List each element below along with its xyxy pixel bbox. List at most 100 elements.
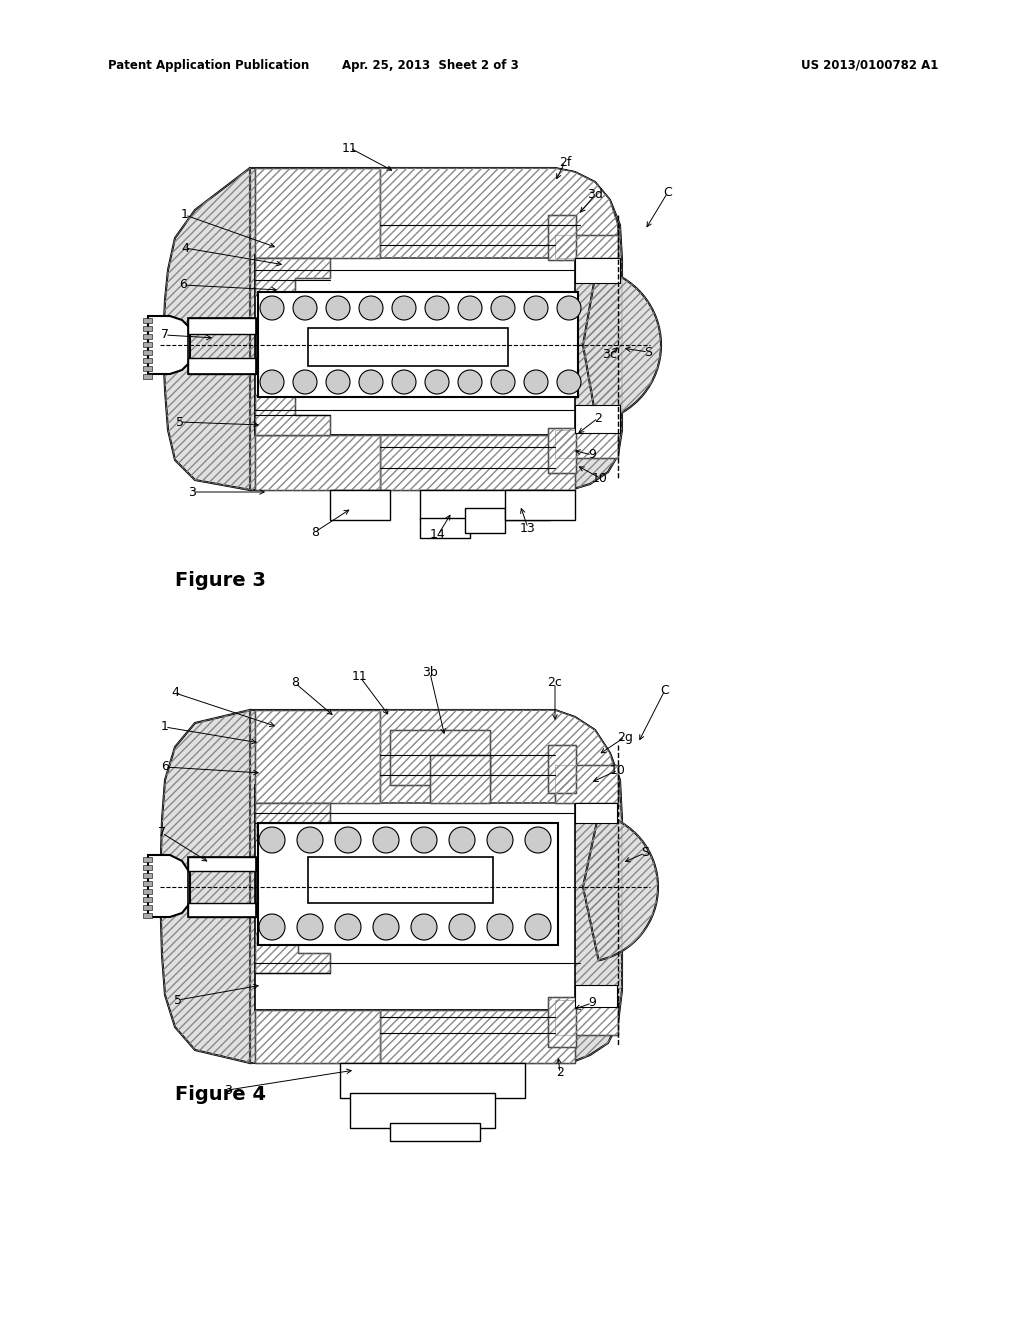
Polygon shape: [250, 168, 622, 490]
Bar: [143, 350, 152, 355]
Polygon shape: [555, 1001, 618, 1035]
Bar: [188, 857, 256, 917]
Polygon shape: [255, 257, 330, 294]
Bar: [188, 318, 256, 334]
Text: C: C: [660, 684, 670, 697]
Bar: [143, 366, 152, 371]
Polygon shape: [255, 436, 380, 490]
Circle shape: [260, 296, 284, 319]
Text: 14: 14: [430, 528, 445, 541]
Text: 10: 10: [592, 471, 608, 484]
Text: 3d: 3d: [587, 189, 603, 202]
Circle shape: [458, 296, 482, 319]
Bar: [548, 997, 575, 1047]
Bar: [143, 342, 152, 347]
Bar: [143, 334, 152, 339]
Circle shape: [525, 913, 551, 940]
Polygon shape: [555, 766, 618, 803]
Polygon shape: [380, 710, 618, 803]
Text: 13: 13: [520, 521, 536, 535]
Bar: [420, 517, 470, 539]
Polygon shape: [380, 1010, 575, 1063]
Wedge shape: [583, 813, 658, 961]
Polygon shape: [255, 933, 330, 973]
Circle shape: [524, 296, 548, 319]
Polygon shape: [250, 710, 622, 1063]
Circle shape: [449, 913, 475, 940]
Circle shape: [259, 913, 285, 940]
Wedge shape: [583, 268, 662, 422]
Bar: [143, 873, 152, 878]
Circle shape: [525, 828, 551, 853]
Bar: [340, 1063, 525, 1098]
Text: 9: 9: [588, 997, 596, 1010]
Bar: [143, 857, 152, 862]
Circle shape: [524, 370, 548, 393]
Text: 11: 11: [352, 671, 368, 684]
Bar: [258, 822, 558, 945]
Circle shape: [297, 913, 323, 940]
Text: 2f: 2f: [559, 156, 571, 169]
Bar: [143, 326, 152, 331]
Circle shape: [490, 296, 515, 319]
Bar: [143, 888, 152, 894]
Text: Figure 3: Figure 3: [175, 570, 266, 590]
Bar: [548, 428, 575, 473]
Text: S: S: [644, 346, 652, 359]
Bar: [143, 358, 152, 363]
Polygon shape: [163, 168, 250, 490]
Text: Figure 4: Figure 4: [175, 1085, 266, 1105]
Circle shape: [487, 913, 513, 940]
Bar: [548, 215, 575, 260]
Text: 6: 6: [179, 279, 187, 292]
Text: 9: 9: [588, 449, 596, 462]
Bar: [188, 318, 256, 374]
Polygon shape: [255, 168, 380, 257]
Circle shape: [260, 370, 284, 393]
Bar: [143, 898, 152, 902]
Text: 2g: 2g: [617, 730, 633, 743]
Circle shape: [359, 296, 383, 319]
Text: 8: 8: [291, 676, 299, 689]
Text: 2c: 2c: [548, 676, 562, 689]
Text: 10: 10: [610, 763, 626, 776]
Polygon shape: [255, 1010, 380, 1063]
Circle shape: [359, 370, 383, 393]
Bar: [143, 374, 152, 379]
Bar: [188, 857, 256, 871]
Circle shape: [487, 828, 513, 853]
Circle shape: [335, 828, 361, 853]
Bar: [420, 490, 550, 520]
Text: 5: 5: [174, 994, 182, 1006]
Text: 3c: 3c: [602, 348, 617, 362]
Bar: [575, 803, 617, 822]
Bar: [330, 490, 390, 520]
Polygon shape: [255, 255, 575, 436]
Circle shape: [425, 370, 449, 393]
Bar: [548, 428, 575, 473]
Polygon shape: [430, 755, 490, 803]
Circle shape: [373, 913, 399, 940]
Circle shape: [449, 828, 475, 853]
Text: 2: 2: [594, 412, 602, 425]
Circle shape: [259, 828, 285, 853]
Polygon shape: [148, 315, 190, 374]
Text: 11: 11: [342, 141, 357, 154]
Text: 8: 8: [311, 525, 319, 539]
Circle shape: [335, 913, 361, 940]
Bar: [548, 997, 575, 1047]
Polygon shape: [148, 855, 190, 917]
Text: Apr. 25, 2013  Sheet 2 of 3: Apr. 25, 2013 Sheet 2 of 3: [342, 58, 518, 71]
Bar: [350, 1093, 495, 1129]
Text: S: S: [641, 846, 649, 859]
Polygon shape: [160, 710, 250, 1063]
Circle shape: [490, 370, 515, 393]
Bar: [143, 913, 152, 917]
Text: 3: 3: [224, 1084, 232, 1097]
Polygon shape: [255, 395, 330, 436]
Text: 7: 7: [158, 826, 166, 840]
Bar: [308, 857, 493, 903]
Polygon shape: [380, 168, 618, 257]
Circle shape: [392, 370, 416, 393]
Polygon shape: [555, 430, 618, 458]
